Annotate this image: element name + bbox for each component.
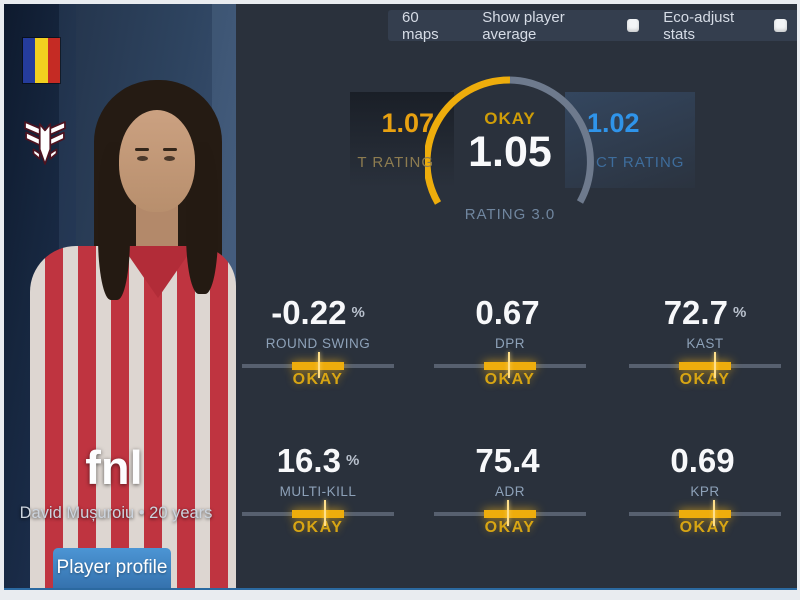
player-face	[119, 110, 195, 212]
stat-number: 72.7	[663, 294, 728, 331]
player-face-detail	[137, 156, 148, 161]
stat-verdict: OKAY	[679, 370, 731, 388]
stat-verdict: OKAY	[292, 518, 344, 536]
stat-number: 75.4	[475, 442, 540, 479]
stat-scale-bar	[242, 499, 394, 526]
stat-cell-adr: 75.4 ADR OKAY	[422, 442, 598, 537]
player-face-detail	[164, 156, 175, 161]
stat-marker	[714, 351, 717, 378]
player-details: David Mușuroiu • 20 years	[19, 504, 213, 522]
stat-scale-bar	[434, 351, 586, 378]
stat-okay-zone	[292, 509, 344, 518]
stats-widget: fnl David Mușuroiu • 20 years Player pro…	[4, 4, 797, 588]
stats-toolbar: 60 maps Show player average Eco-adjust s…	[388, 8, 797, 43]
gauge-rating-value: 1.05	[468, 128, 552, 176]
maps-filter[interactable]: 60 maps	[402, 8, 439, 43]
stat-value: 0.67	[475, 294, 544, 331]
player-jersey	[30, 246, 236, 588]
gauge-arc-filled	[425, 76, 511, 205]
stat-scale-bar	[629, 499, 781, 526]
stat-number: 0.67	[475, 294, 540, 331]
eco-adjust-stats-checkbox[interactable]	[774, 19, 788, 32]
stat-number: -0.22	[271, 294, 347, 331]
romania-flag-icon	[22, 37, 61, 84]
stat-marker	[324, 499, 327, 526]
rating-gauge	[425, 76, 594, 205]
stat-suffix: %	[732, 304, 747, 321]
stat-cell-dpr: 0.67 DPR OKAY	[422, 294, 598, 389]
player-nickname: fnl	[85, 441, 143, 494]
stat-label: KAST	[686, 335, 724, 351]
stat-cell-round-swing: -0.22 % ROUND SWING OKAY	[230, 294, 406, 389]
player-face-detail	[135, 148, 149, 151]
stat-label: KPR	[690, 483, 720, 499]
ct-rating-value: 1.02	[587, 108, 640, 138]
stat-suffix: %	[351, 304, 365, 321]
t-rating-label: T RATING	[357, 154, 434, 171]
show-player-average-checkbox[interactable]	[626, 19, 640, 32]
stat-label: DPR	[494, 335, 525, 351]
eco-adjust-stats-toggle[interactable]: Eco-adjust stats	[663, 8, 788, 43]
stat-marker	[712, 499, 715, 526]
stat-verdict: OKAY	[292, 370, 344, 388]
stat-marker	[506, 499, 509, 526]
stat-value: 75.4	[475, 442, 544, 479]
stat-label: ROUND SWING	[265, 335, 371, 351]
stat-verdict: OKAY	[484, 518, 536, 536]
stat-marker	[508, 351, 511, 378]
stat-marker	[318, 351, 320, 378]
stat-okay-zone	[679, 509, 731, 518]
t-rating-value: 1.07	[381, 108, 434, 138]
stat-okay-zone	[679, 361, 731, 370]
player-photo	[4, 4, 236, 588]
stat-scale-bar	[242, 351, 394, 378]
stat-okay-zone	[484, 509, 536, 518]
show-player-average-toggle[interactable]: Show player average	[482, 8, 640, 43]
player-panel: fnl David Mușuroiu • 20 years Player pro…	[4, 4, 236, 588]
stat-label: ADR	[494, 483, 525, 499]
toggle-label: Show player average	[482, 8, 565, 43]
stat-cell-kast: 72.7 % KAST OKAY	[617, 294, 793, 389]
stat-cell-multi-kill: 16.3 % MULTI-KILL OKAY	[230, 442, 406, 537]
player-profile-button[interactable]: Player profile	[53, 548, 171, 588]
stat-cell-kpr: 0.69 KPR OKAY	[617, 442, 793, 537]
stat-scale-bar	[434, 499, 586, 526]
stat-number: 0.69	[670, 442, 735, 479]
stat-suffix: %	[345, 452, 360, 469]
widget-bottom-border	[4, 588, 797, 590]
stat-okay-zone	[292, 361, 344, 370]
gauge-arc-rest	[509, 76, 594, 204]
stat-label: MULTI-KILL	[279, 483, 357, 499]
team-logo-icon[interactable]	[24, 116, 66, 170]
stat-value: 72.7 %	[663, 294, 747, 331]
stat-value: -0.22 %	[271, 294, 365, 331]
gauge-scale-label: RATING 3.0	[464, 206, 556, 223]
stat-number: 16.3	[276, 442, 341, 479]
stat-verdict: OKAY	[484, 370, 536, 388]
stat-value: 16.3 %	[276, 442, 360, 479]
stat-scale-bar	[629, 351, 781, 378]
player-face-detail	[163, 148, 177, 151]
t-rating-panel	[350, 92, 454, 188]
toggle-label: Eco-adjust stats	[663, 8, 735, 43]
gauge-verdict: OKAY	[484, 109, 536, 128]
stat-value: 0.69	[670, 442, 739, 479]
ct-rating-label: CT RATING	[596, 154, 685, 171]
stat-verdict: OKAY	[679, 518, 731, 536]
